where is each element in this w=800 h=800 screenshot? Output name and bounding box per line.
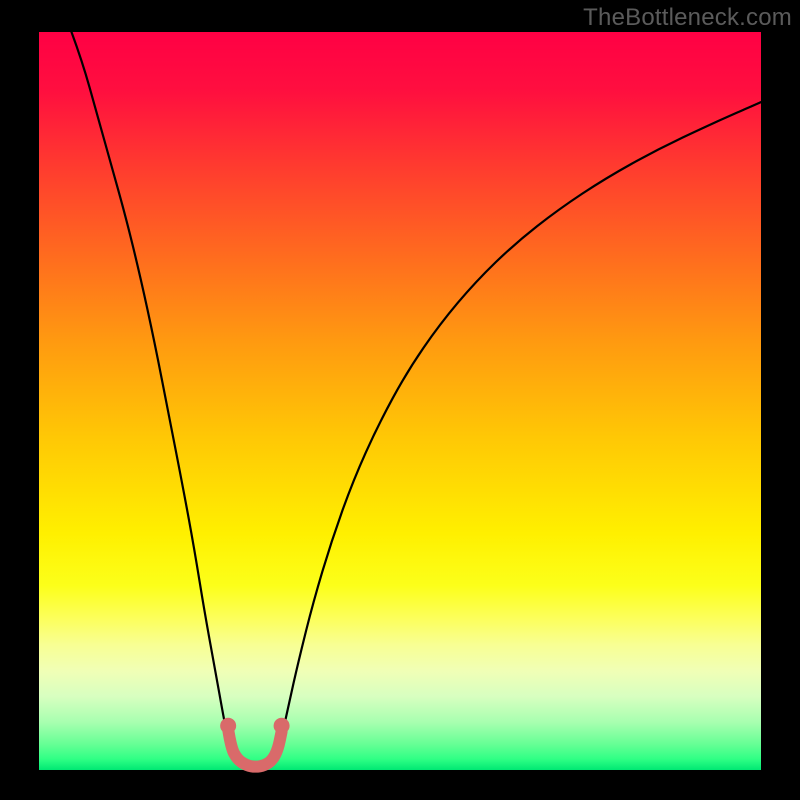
trough-knob-0 [220,718,236,734]
chart-stage: TheBottleneck.com [0,0,800,800]
trough-knob-1 [274,718,290,734]
chart-svg [0,0,800,800]
plot-area [39,32,761,770]
watermark-text: TheBottleneck.com [583,4,792,32]
